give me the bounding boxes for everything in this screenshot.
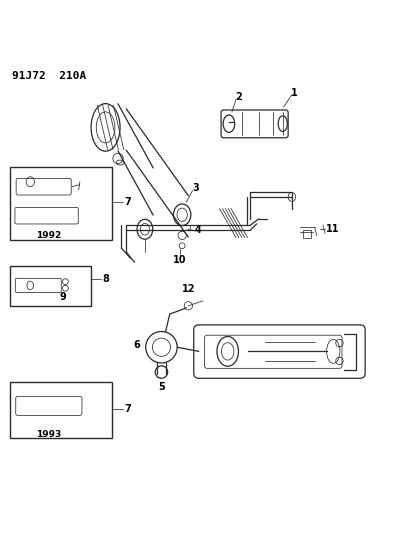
Text: 12: 12 (181, 284, 195, 294)
Text: 7: 7 (124, 404, 131, 414)
Bar (10, 266, 91, 306)
Text: 9: 9 (60, 292, 66, 302)
Text: 6: 6 (133, 340, 140, 350)
Text: 3: 3 (192, 183, 199, 193)
Bar (303, 230, 310, 238)
Text: 11: 11 (325, 224, 338, 234)
Bar (10, 382, 112, 438)
Text: 1993: 1993 (36, 430, 62, 439)
Text: 91J72  210A: 91J72 210A (12, 71, 86, 81)
Text: 5: 5 (158, 382, 164, 392)
Text: 7: 7 (124, 197, 131, 207)
Text: 4: 4 (194, 225, 201, 236)
Text: 10: 10 (173, 255, 186, 265)
Text: 8: 8 (102, 274, 109, 284)
Text: 1: 1 (290, 87, 297, 98)
Text: 1992: 1992 (36, 231, 62, 240)
Bar (10, 167, 112, 240)
Text: 2: 2 (235, 92, 242, 102)
